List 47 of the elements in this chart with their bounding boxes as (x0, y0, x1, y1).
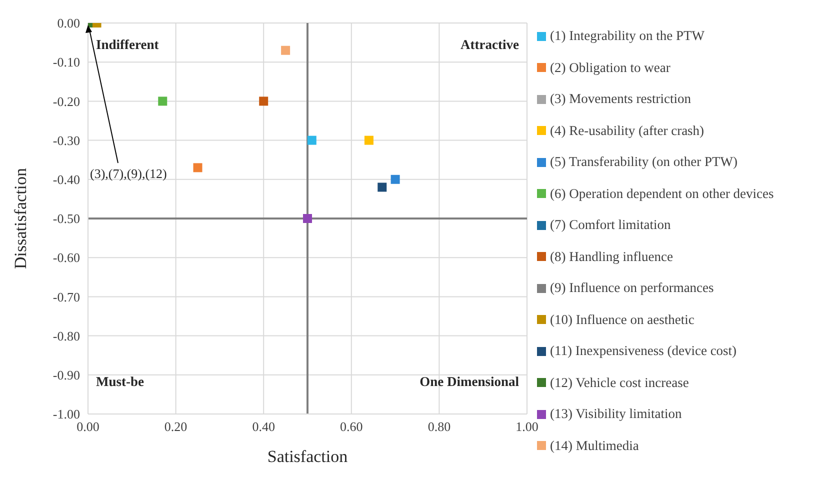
y-tick-label: -0.70 (52, 289, 80, 304)
legend-label: (1) Integrability on the PTW (550, 28, 704, 44)
annotation: Must-be (96, 374, 144, 390)
point (307, 136, 316, 145)
legend-label: (11) Inexpensiveness (device cost) (550, 343, 737, 360)
annotation: Indifferent (96, 37, 159, 53)
y-tick-label: -0.10 (52, 54, 80, 70)
legend-label: (13) Visibility limitation (550, 406, 682, 422)
y-tick-label: -0.90 (52, 368, 80, 383)
y-axis-title: Dissatisfaction (11, 167, 30, 270)
y-tick-label: -0.40 (52, 172, 80, 188)
y-tick-label: 0.00 (57, 16, 80, 31)
legend-label: (8) Handling influence (550, 248, 673, 265)
legend-label: (2) Obligation to wear (550, 60, 670, 76)
x-tick-label: 0.80 (428, 419, 451, 434)
y-tick-label: -0.20 (52, 94, 80, 109)
legend-label: (4) Re-usability (after crash) (550, 122, 704, 139)
point (158, 96, 168, 106)
legend-label: (3) Movements restriction (550, 91, 691, 108)
point (193, 163, 202, 172)
x-tick-label: 0.40 (252, 419, 275, 434)
annotation: Attractive (460, 37, 519, 53)
point (303, 214, 312, 223)
annotation: (3),(7),(9),(12) (90, 166, 167, 181)
legend-label: (12) Vehicle cost increase (550, 374, 689, 391)
x-tick-label: 1.00 (516, 419, 538, 434)
legend-label: (5) Transferability (on other PTW) (550, 154, 738, 170)
legend-label: (14) Multimedia (550, 438, 639, 454)
legend-label: (9) Influence on performances (550, 280, 714, 296)
x-tick-label: 0.60 (340, 419, 363, 434)
legend-label: (7) Comfort limitation (550, 217, 671, 234)
point (378, 182, 387, 192)
y-tick-label: -1.00 (52, 406, 80, 422)
legend-label: (6) Operation dependent on other devices (550, 186, 774, 202)
point (259, 96, 268, 106)
legend-label: (10) Influence on aesthetic (550, 312, 694, 328)
y-tick-label: -0.60 (52, 250, 80, 266)
annotation: One Dimensional (420, 374, 519, 390)
y-tick-label: -0.50 (52, 211, 80, 226)
x-tick-label: 0.00 (76, 419, 100, 434)
y-tick-label: -0.30 (52, 132, 80, 148)
point (364, 136, 374, 145)
x-tick-label: 0.20 (164, 419, 188, 434)
y-tick-label: -0.80 (52, 328, 80, 344)
point (390, 174, 400, 184)
point (281, 46, 290, 55)
x-axis-title: Satisfaction (267, 447, 348, 466)
